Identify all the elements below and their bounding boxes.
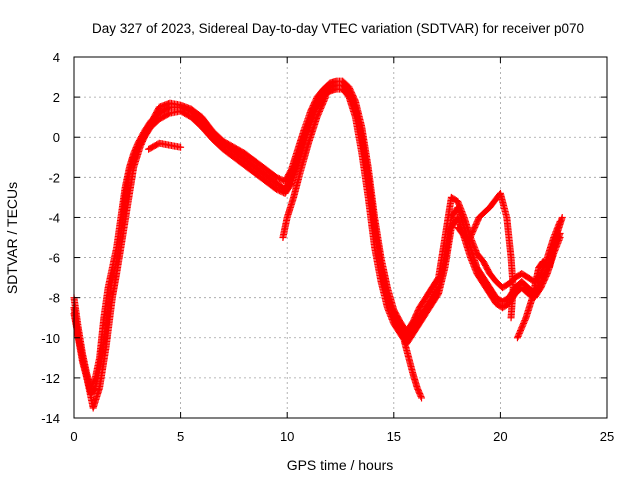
x-tick-label: 20: [493, 429, 507, 444]
series-track-8: [513, 213, 566, 342]
y-tick-label: -6: [48, 251, 60, 266]
grid-lines: [74, 57, 607, 418]
x-tick-label: 0: [70, 429, 77, 444]
data-point: [177, 143, 185, 151]
series-track-5: [279, 93, 330, 241]
series-track-3: [70, 77, 564, 412]
series-track-4: [145, 139, 185, 153]
series-track-1: [70, 81, 564, 392]
data-point: [418, 394, 426, 402]
data-point: [321, 95, 329, 103]
axis-ticks: 0 5 10 15 20 25 -14 -12 -10 -8 -6 -4 -2 0 2 4: [41, 50, 614, 444]
y-tick-label: -2: [48, 170, 60, 185]
y-tick-label: 0: [53, 130, 60, 145]
series-track-7: [454, 189, 517, 322]
plot-frame: [73, 56, 608, 419]
y-tick-label: 4: [53, 50, 60, 65]
y-tick-label: -8: [48, 291, 60, 306]
y-axis-label: SDTVAR / TECUs: [4, 182, 20, 294]
data-series: [70, 77, 566, 412]
data-point: [558, 213, 566, 221]
y-tick-label: 2: [53, 90, 60, 105]
chart-title: Day 327 of 2023, Sidereal Day-to-day VTE…: [92, 21, 584, 36]
y-tick-label: -12: [41, 371, 60, 386]
data-point: [351, 96, 359, 104]
x-axis-label: GPS time / hours: [287, 457, 394, 473]
y-tick-label: -14: [41, 411, 60, 426]
y-tick-label: -10: [41, 331, 60, 346]
x-tick-label: 15: [387, 429, 401, 444]
x-tick-label: 5: [177, 429, 184, 444]
data-point: [417, 393, 425, 401]
data-point: [507, 314, 515, 322]
x-tick-label: 10: [280, 429, 294, 444]
series-track-6: [400, 338, 426, 402]
data-point: [322, 93, 330, 101]
x-tick-label: 25: [600, 429, 614, 444]
y-tick-label: -4: [48, 210, 60, 225]
